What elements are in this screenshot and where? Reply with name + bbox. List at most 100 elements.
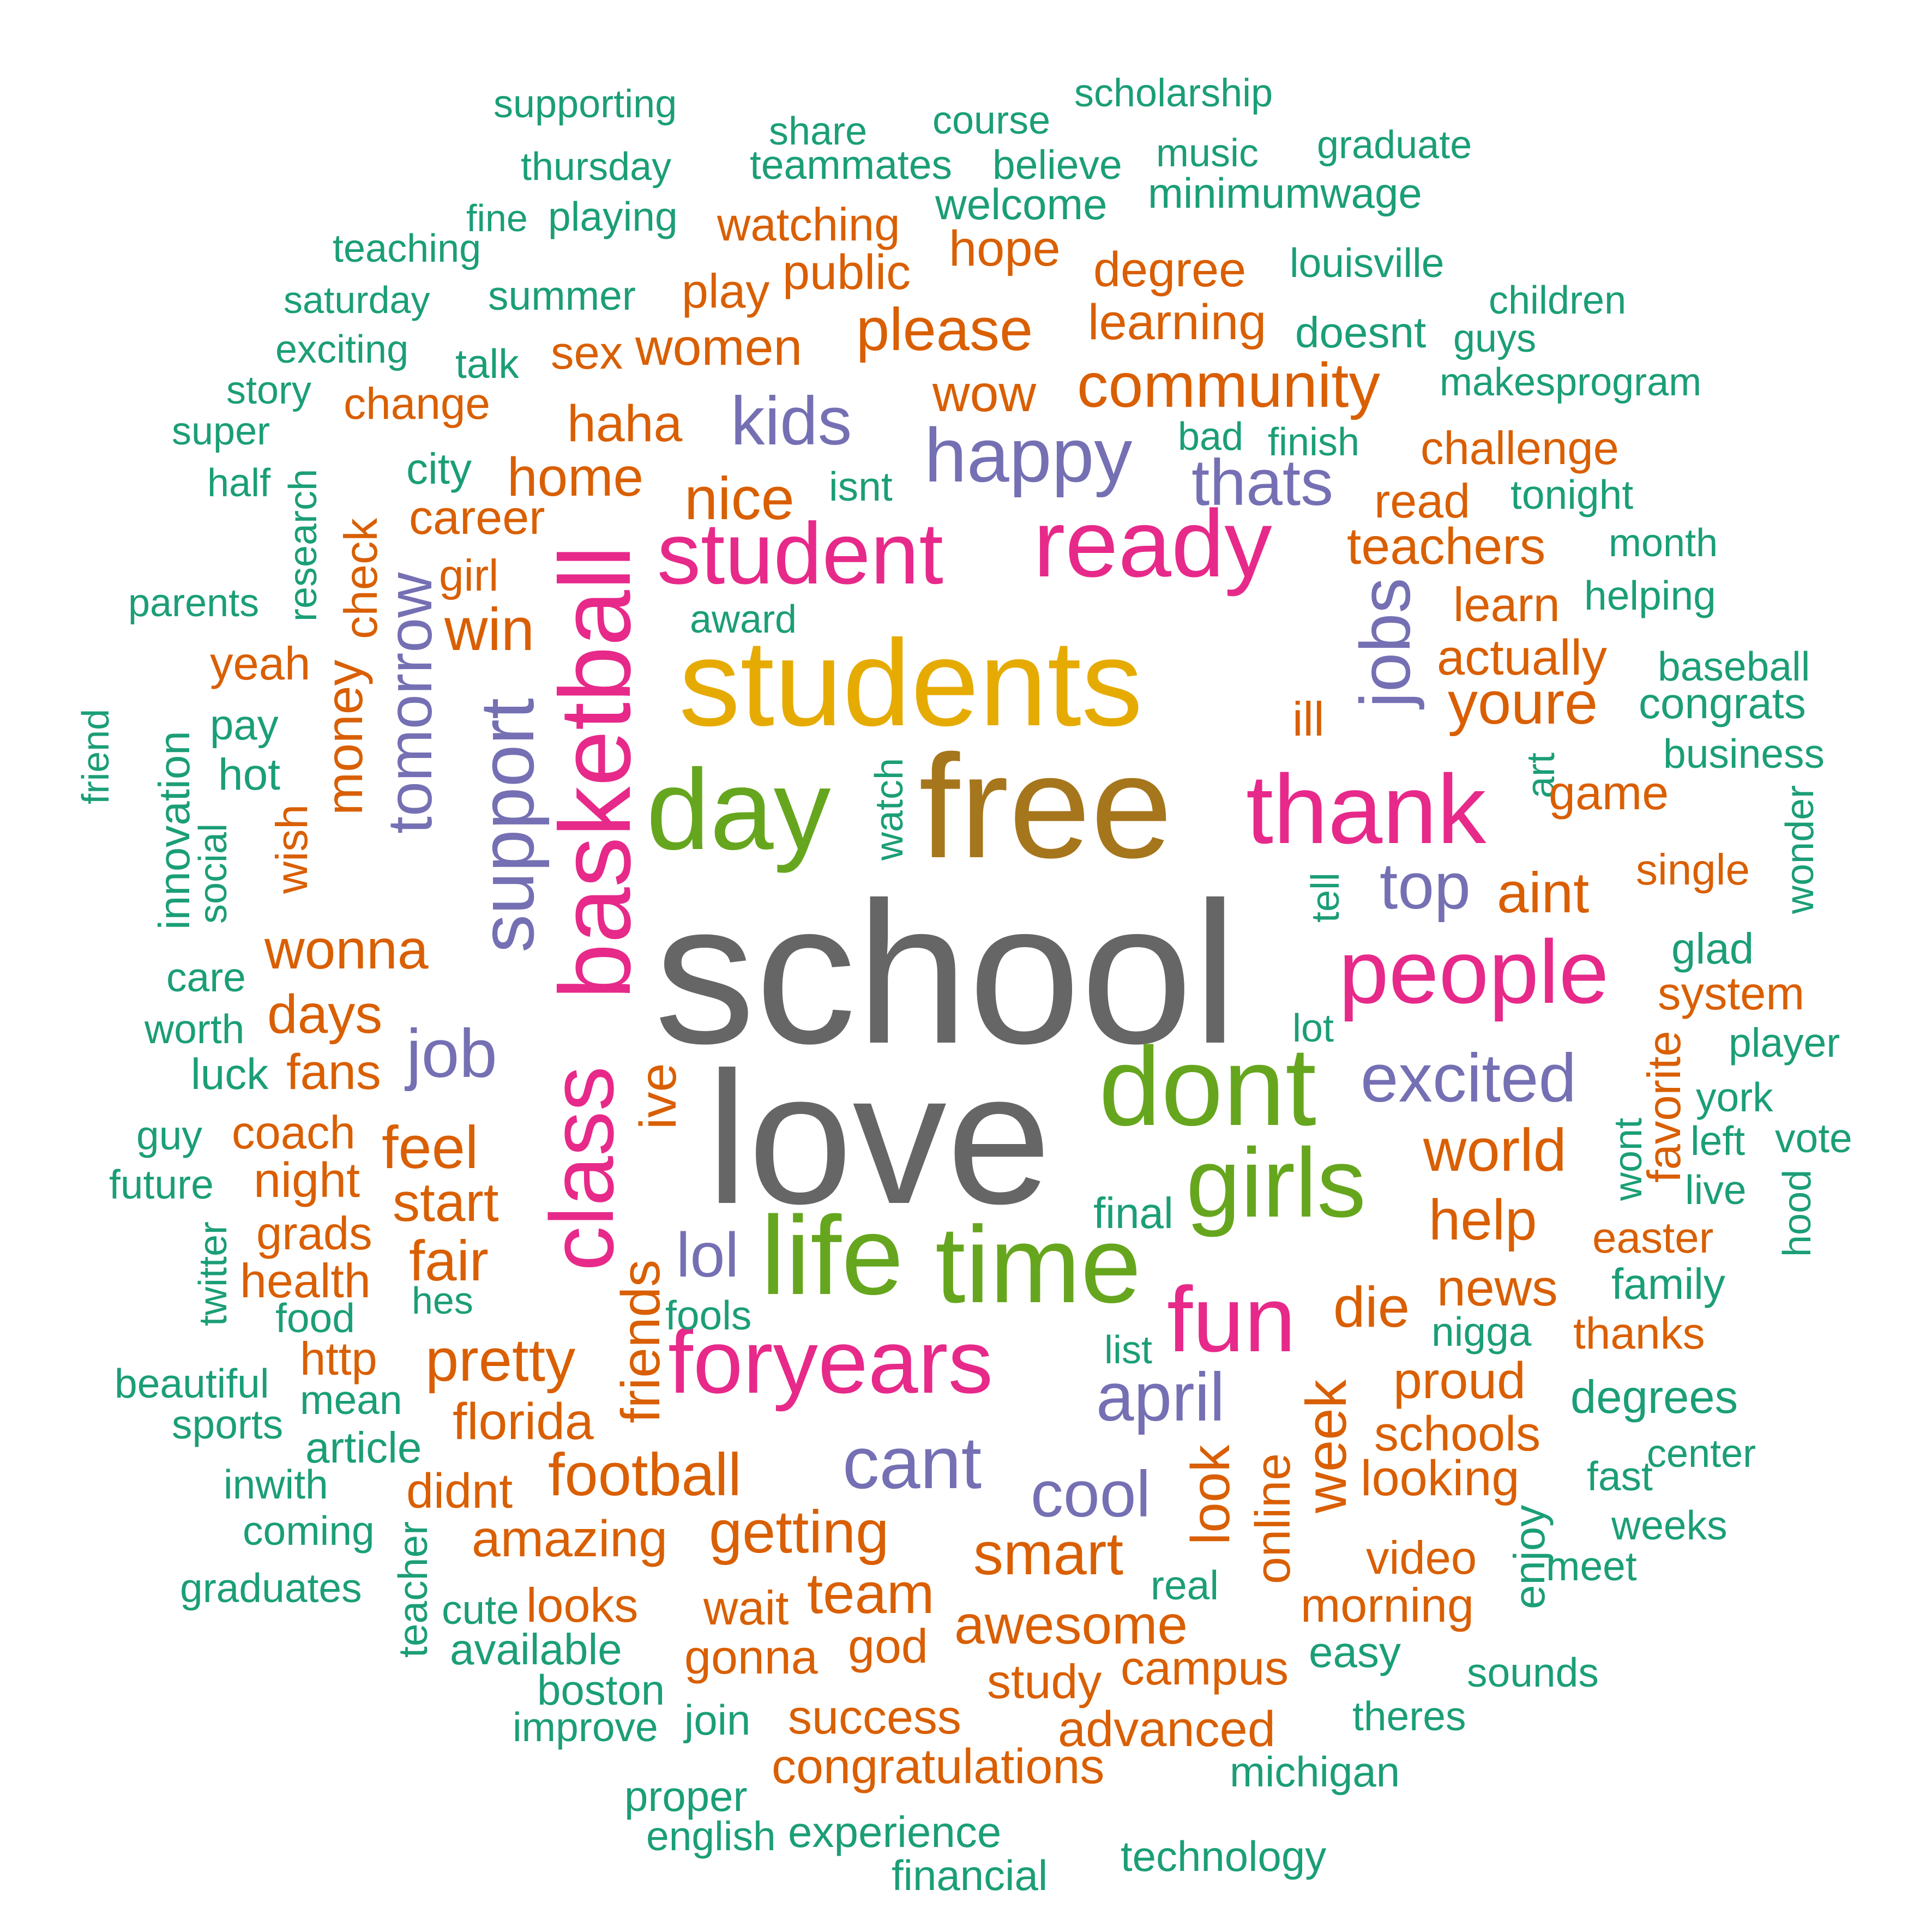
word-center: center [1647, 1432, 1756, 1476]
word-play: play [682, 264, 770, 318]
word-challenge: challenge [1421, 423, 1619, 474]
word-easy: easy [1309, 1628, 1401, 1676]
word-proud: proud [1393, 1352, 1526, 1410]
word-technology: technology [1121, 1832, 1327, 1880]
word-schools: schools [1374, 1407, 1541, 1461]
word-believe: believe [992, 142, 1122, 188]
word-study: study [987, 1654, 1102, 1708]
word-morning: morning [1301, 1578, 1474, 1632]
word-start: start [393, 1172, 499, 1233]
word-doesnt: doesnt [1295, 308, 1427, 357]
word-learning: learning [1088, 294, 1267, 350]
word-smart: smart [973, 1520, 1123, 1587]
word-live: live [1685, 1167, 1747, 1213]
word-easter: easter [1592, 1213, 1714, 1262]
word-guys: guys [1453, 317, 1537, 360]
word-family: family [1611, 1260, 1725, 1308]
word-die: die [1333, 1275, 1410, 1339]
word-mean: mean [300, 1377, 402, 1423]
word-system: system [1658, 968, 1805, 1020]
word-fair: fair [409, 1229, 489, 1293]
word-looks: looks [526, 1578, 639, 1632]
word-fans: fans [286, 1044, 381, 1100]
word-care: care [166, 954, 246, 1000]
word-world: world [1423, 1117, 1567, 1184]
word-congrats: congrats [1639, 679, 1806, 727]
word-cute: cute [442, 1587, 519, 1633]
word-half: half [207, 461, 271, 505]
word-school: school [654, 860, 1238, 1086]
word-children: children [1489, 279, 1627, 322]
word-thats: thats [1191, 446, 1334, 519]
word-louisville: louisville [1290, 240, 1445, 286]
word-florida: florida [453, 1393, 594, 1450]
word-watch: watch [868, 757, 911, 860]
word-proper: proper [624, 1772, 748, 1820]
word-community: community [1077, 351, 1380, 420]
word-month: month [1609, 521, 1718, 565]
word-super: super [172, 410, 270, 453]
word-hood: hood [1775, 1169, 1819, 1257]
word-music: music [1156, 131, 1259, 175]
word-news: news [1437, 1259, 1558, 1317]
word-excited: excited [1361, 1040, 1577, 1116]
word-boston: boston [537, 1666, 665, 1714]
word-football: football [548, 1441, 742, 1508]
word-night: night [254, 1153, 360, 1208]
word-happy: happy [924, 412, 1133, 498]
word-fools: fools [665, 1292, 752, 1338]
word-available: available [450, 1625, 622, 1674]
word-inwith: inwith [224, 1461, 328, 1507]
word-money: money [316, 659, 374, 815]
word-award: award [690, 598, 797, 641]
word-theres: theres [1352, 1693, 1466, 1739]
word-wonna: wonna [264, 918, 429, 980]
word-life: life [761, 1193, 904, 1318]
word-cant: cant [842, 1422, 982, 1504]
word-talk: talk [455, 341, 519, 387]
word-parents: parents [128, 581, 260, 625]
word-thursday: thursday [521, 145, 672, 189]
word-home: home [507, 447, 644, 508]
word-health: health [240, 1254, 371, 1308]
word-week: week [1295, 1379, 1358, 1513]
word-tomorrow: tomorrow [375, 572, 445, 834]
word-youre: youre [1448, 670, 1598, 737]
word-nice: nice [684, 465, 795, 532]
word-share: share [769, 110, 868, 153]
word-job: job [406, 1016, 497, 1092]
word-improve: improve [513, 1704, 658, 1750]
word-game: game [1549, 766, 1669, 820]
word-course: course [932, 99, 1051, 142]
word-enjoy: enjoy [1505, 1504, 1554, 1609]
word-makesprogram: makesprogram [1440, 360, 1702, 404]
word-top: top [1380, 850, 1471, 923]
word-scholarship: scholarship [1074, 71, 1273, 115]
word-god: god [848, 1619, 928, 1673]
word-york: york [1696, 1074, 1773, 1120]
word-campus: campus [1121, 1641, 1289, 1695]
word-wonder: wonder [1778, 785, 1822, 914]
word-bad: bad [1178, 415, 1244, 459]
word-player: player [1729, 1020, 1840, 1066]
word-lol: lol [676, 1220, 739, 1290]
word-experience: experience [788, 1808, 1002, 1856]
word-financial: financial [892, 1851, 1048, 1899]
word-free: free [919, 725, 1173, 889]
word-minimumwage: minimumwage [1148, 169, 1422, 217]
word-gonna: gonna [684, 1630, 818, 1684]
word-food: food [275, 1295, 355, 1341]
word-exciting: exciting [275, 328, 409, 371]
word-city: city [406, 444, 472, 493]
word-yeah: yeah [210, 638, 311, 690]
word-feel: feel [382, 1114, 479, 1181]
word-haha: haha [567, 395, 683, 453]
word-learn: learn [1453, 577, 1560, 631]
word-wont: wont [1606, 1117, 1650, 1201]
word-amazing: amazing [472, 1510, 668, 1568]
word-lot: lot [1292, 1007, 1334, 1050]
word-left: left [1690, 1118, 1746, 1164]
word-wow: wow [932, 365, 1037, 423]
word-final: final [1093, 1189, 1173, 1237]
word-supporting: supporting [493, 82, 677, 126]
